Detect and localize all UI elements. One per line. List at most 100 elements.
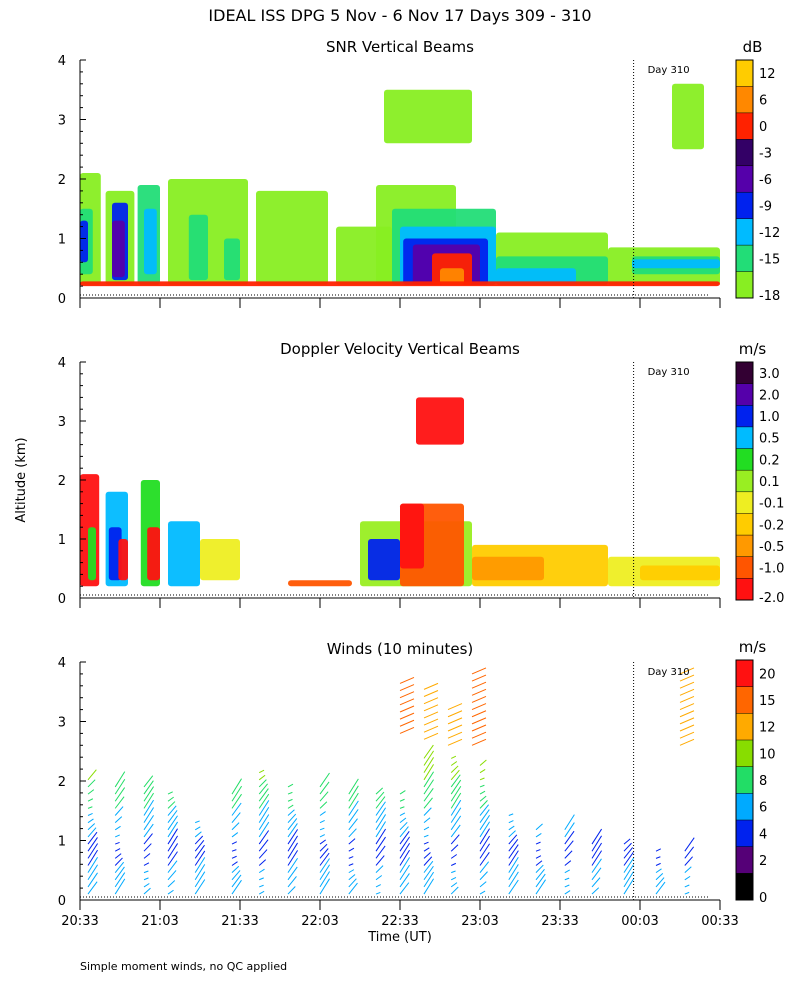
wind-barb bbox=[423, 771, 435, 788]
wind-barb bbox=[450, 876, 457, 881]
wind-barb bbox=[471, 731, 487, 739]
wind-barb bbox=[231, 841, 238, 845]
wind-barb bbox=[399, 726, 415, 734]
wind-barb bbox=[423, 826, 430, 831]
wind-barb bbox=[623, 878, 635, 895]
wind-barb bbox=[479, 800, 488, 809]
wind-barb bbox=[375, 855, 385, 866]
wind-barb bbox=[423, 878, 434, 895]
snr-region-11 bbox=[256, 190, 328, 285]
wind-barb bbox=[479, 890, 486, 895]
wind-barb bbox=[508, 857, 519, 873]
wind-barb bbox=[348, 828, 357, 838]
wind-barb bbox=[194, 826, 201, 831]
colorbar-frame bbox=[735, 361, 754, 601]
wind-barb bbox=[231, 785, 243, 802]
wind-barb bbox=[375, 865, 384, 873]
colorbar-cell bbox=[736, 426, 753, 450]
panel-title-velocity: Doppler Velocity Vertical Beams bbox=[280, 340, 520, 358]
day-marker-label-snr: Day 310 bbox=[648, 65, 690, 76]
wind-barb bbox=[231, 822, 240, 831]
wind-barb bbox=[375, 828, 387, 845]
snr-region-27 bbox=[80, 281, 720, 287]
wind-barb bbox=[231, 849, 237, 852]
wind-barb bbox=[591, 867, 602, 881]
chart-title: IDEAL ISS DPG 5 Nov - 6 Nov 17 Days 309 … bbox=[208, 6, 591, 25]
wind-barb bbox=[450, 799, 462, 816]
snr-region-20 bbox=[384, 89, 472, 144]
y-tick-label: 1 bbox=[58, 835, 66, 850]
wind-barb bbox=[423, 841, 429, 845]
wind-barb bbox=[114, 872, 126, 888]
wind-barb bbox=[167, 821, 179, 838]
wind-barb bbox=[535, 860, 543, 866]
wind-barb bbox=[508, 813, 514, 816]
y-tick-label: 1 bbox=[58, 533, 66, 548]
wind-barb bbox=[231, 832, 239, 838]
wind-barb bbox=[231, 793, 242, 809]
wind-barb bbox=[167, 796, 174, 802]
wind-profile-3 bbox=[167, 791, 179, 895]
wind-barb bbox=[399, 857, 410, 873]
wind-barb bbox=[87, 864, 99, 881]
colorbar-label: 12 bbox=[759, 721, 776, 736]
snr-region-26 bbox=[632, 259, 720, 269]
wind-barb bbox=[194, 850, 206, 866]
wind-barb bbox=[399, 698, 415, 706]
wind-barb bbox=[679, 696, 695, 703]
colorbar-cell bbox=[736, 535, 753, 558]
panel-velocity: Doppler Velocity Vertical Beams Day 310 0 1… bbox=[58, 340, 784, 608]
wind-barb bbox=[423, 750, 435, 766]
wind-barb bbox=[194, 831, 202, 838]
colorbar-label: -15 bbox=[759, 252, 780, 267]
velocity-region-9 bbox=[288, 580, 352, 587]
wind-barb bbox=[399, 826, 409, 838]
wind-barb bbox=[167, 843, 179, 859]
x-tick-label: 23:33 bbox=[541, 914, 578, 929]
colorbar-velocity: 3.0 2.0 1.0 0.5 0.2 0.1 -0.1 -0.2 -0.5 -1.0 -2.0 m/… bbox=[735, 340, 784, 606]
y-tick-label: 4 bbox=[58, 656, 66, 671]
colorbar-cell bbox=[736, 713, 753, 741]
wind-barb bbox=[348, 785, 359, 802]
wind-barb bbox=[143, 792, 155, 809]
wind-barb bbox=[115, 841, 120, 845]
wind-barb bbox=[194, 844, 205, 859]
wind-barb bbox=[319, 871, 330, 888]
y-tick-label: 0 bbox=[58, 292, 66, 307]
wind-barb bbox=[564, 850, 573, 859]
wind-barb bbox=[399, 676, 415, 684]
wind-barb bbox=[423, 788, 434, 802]
wind-barb bbox=[348, 800, 359, 816]
wind-barb bbox=[399, 806, 405, 809]
wind-barb bbox=[684, 866, 692, 874]
wind-barb bbox=[143, 870, 149, 874]
wind-barb bbox=[535, 849, 541, 852]
velocity-region-11 bbox=[368, 539, 400, 581]
wind-barb bbox=[114, 878, 126, 895]
colorbar-cell bbox=[736, 660, 753, 688]
wind-profile-17 bbox=[564, 814, 575, 895]
wind-barb bbox=[423, 711, 439, 719]
wind-barb bbox=[114, 857, 123, 866]
wind-profile-16 bbox=[535, 823, 546, 895]
wind-barb bbox=[319, 801, 328, 809]
x-tick-label: 21:33 bbox=[221, 914, 258, 929]
wind-barb bbox=[375, 807, 387, 823]
wind-barb bbox=[423, 779, 434, 795]
wind-barb bbox=[287, 829, 299, 845]
wind-barb bbox=[450, 755, 457, 759]
wind-barb bbox=[591, 887, 600, 895]
colorbar-label: -0.2 bbox=[759, 518, 784, 533]
wind-barb bbox=[684, 875, 691, 881]
wind-upper-profile-4 bbox=[679, 667, 695, 746]
wind-barb bbox=[87, 779, 96, 788]
wind-barb bbox=[479, 881, 487, 888]
wind-barb bbox=[258, 814, 270, 831]
wind-barb bbox=[287, 813, 297, 823]
wind-barb bbox=[143, 877, 149, 881]
wind-barb bbox=[535, 868, 545, 881]
wind-barb bbox=[194, 835, 204, 845]
wind-barb bbox=[423, 718, 439, 726]
colorbar-label: 0.5 bbox=[759, 432, 780, 447]
